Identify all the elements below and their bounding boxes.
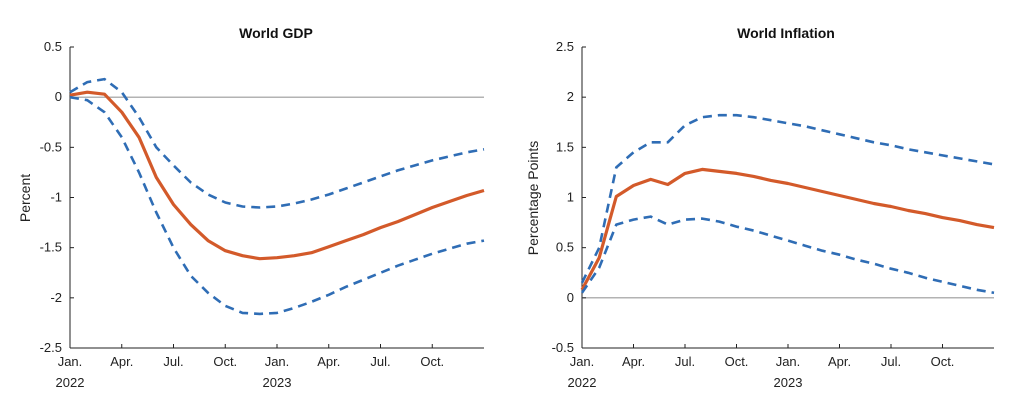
inflation-x-tick-label: Jan. bbox=[570, 354, 595, 369]
inflation-x-tick-label: Apr. bbox=[622, 354, 645, 369]
gdp-x-tick-label: Jul. bbox=[163, 354, 183, 369]
inflation-y-tick-label: 1 bbox=[567, 190, 574, 205]
inflation-y-tick-label: 0.5 bbox=[556, 240, 574, 255]
inflation-x-tick-label: Oct. bbox=[931, 354, 955, 369]
inflation-x-tick-label: Oct. bbox=[725, 354, 749, 369]
inflation-x-tick-label: Jul. bbox=[881, 354, 901, 369]
gdp-x-tick-label: Oct. bbox=[213, 354, 237, 369]
inflation-panel: World Inflation Percentage Points 2.5 2 1.… bbox=[525, 25, 995, 390]
gdp-x-tick-label: Apr. bbox=[317, 354, 340, 369]
gdp-x-tick-label: Jan. bbox=[58, 354, 83, 369]
gdp-x-tick-label: Oct. bbox=[420, 354, 444, 369]
inflation-y-tick-label: 2 bbox=[567, 89, 574, 104]
inflation-y-tick-label: -0.5 bbox=[552, 340, 574, 355]
inflation-x-tick-label: Apr. bbox=[828, 354, 851, 369]
gdp-panel: World GDP Percent 0.50-0.5-1-1.5-2-2.5Ja… bbox=[17, 25, 485, 390]
gdp-y-tick-label: -1 bbox=[50, 190, 62, 205]
gdp-central-series-line bbox=[69, 90, 485, 261]
gdp-y-tick-label: -2.5 bbox=[40, 340, 62, 355]
inflation-x-tick-label: Jan. bbox=[776, 354, 801, 369]
gdp-y-tick-label: -1.5 bbox=[40, 240, 62, 255]
gdp-x-tick-label: Jul. bbox=[370, 354, 390, 369]
gdp-y-tick-label: -0.5 bbox=[40, 139, 62, 154]
inflation-chart-title: World Inflation bbox=[737, 25, 835, 41]
inflation-y-axis-label: Percentage Points bbox=[525, 141, 541, 255]
inflation-y-tick-label: 2.5 bbox=[556, 39, 574, 54]
inflation-central-series-line bbox=[580, 167, 995, 291]
gdp-y-tick-label: -2 bbox=[50, 290, 62, 305]
inflation-x-tick-label: Jul. bbox=[675, 354, 695, 369]
gdp-lower-series-line bbox=[69, 95, 485, 316]
gdp-y-axis-label: Percent bbox=[17, 174, 33, 222]
gdp-year-label: 2022 bbox=[56, 375, 85, 390]
inflation-y-tick-label: 0 bbox=[567, 290, 574, 305]
gdp-year-label: 2023 bbox=[263, 375, 292, 390]
inflation-y-tick-label: 1.5 bbox=[556, 139, 574, 154]
gdp-upper-series-line bbox=[69, 77, 485, 209]
gdp-y-tick-label: 0 bbox=[55, 89, 62, 104]
inflation-lower-series-line bbox=[580, 215, 995, 295]
inflation-year-label: 2022 bbox=[568, 375, 597, 390]
gdp-x-tick-label: Apr. bbox=[110, 354, 133, 369]
gdp-x-tick-label: Jan. bbox=[265, 354, 290, 369]
inflation-year-label: 2023 bbox=[774, 375, 803, 390]
gdp-y-tick-label: 0.5 bbox=[44, 39, 62, 54]
inflation-upper-series-line bbox=[580, 113, 995, 284]
gdp-chart-title: World GDP bbox=[239, 25, 313, 41]
